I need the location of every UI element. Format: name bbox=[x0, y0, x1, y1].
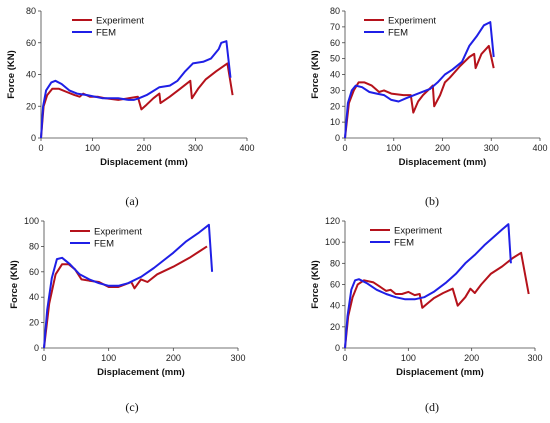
panel-label: (d) bbox=[425, 400, 439, 414]
y-axis-label: Force (KN) bbox=[310, 260, 321, 309]
chart-panel-3: 0 100 200 300 0 20 40 60 80 100 Displacement (mm) F… bbox=[9, 216, 246, 414]
y-tick-label: 100 bbox=[24, 216, 39, 226]
y-tick-label: 80 bbox=[330, 258, 340, 268]
y-tick-label: 80 bbox=[29, 241, 39, 251]
y-tick-label: 20 bbox=[29, 318, 39, 328]
legend-label-fem: FEM bbox=[388, 28, 408, 39]
y-tick-label: 80 bbox=[26, 6, 36, 16]
y-tick-label: 0 bbox=[34, 343, 39, 353]
y-tick-label: 30 bbox=[330, 85, 340, 95]
y-tick-label: 40 bbox=[330, 70, 340, 80]
chart-panel-2: 0 100 200 300 400 0 10 20 30 40 50 60 70 80 Displaceme… bbox=[310, 6, 548, 208]
y-tick-label: 40 bbox=[26, 70, 36, 80]
series-line-fem bbox=[43, 223, 214, 349]
x-tick-label: 0 bbox=[342, 143, 347, 153]
y-tick-label: 20 bbox=[26, 101, 36, 111]
x-tick-label: 200 bbox=[166, 353, 181, 363]
x-tick-label: 0 bbox=[342, 353, 347, 363]
y-tick-label: 0 bbox=[335, 133, 340, 143]
x-axis-label: Displacement (mm) bbox=[100, 157, 188, 168]
x-tick-label: 100 bbox=[401, 353, 416, 363]
y-tick-label: 40 bbox=[29, 292, 39, 302]
legend-label-experiment: Experiment bbox=[94, 227, 142, 238]
legend-label-experiment: Experiment bbox=[96, 16, 144, 27]
legend-label-experiment: Experiment bbox=[394, 226, 442, 237]
chart-panel-1: 0 100 200 300 400 0 20 40 60 80 Displacement (mm) F… bbox=[6, 6, 255, 208]
panel-label: (b) bbox=[425, 194, 439, 208]
x-tick-label: 100 bbox=[101, 353, 116, 363]
y-tick-label: 20 bbox=[330, 322, 340, 332]
x-tick-label: 100 bbox=[386, 143, 401, 153]
chart-panel-4: 0 100 200 300 0 20 40 60 80 100 120 Displacement (m… bbox=[310, 216, 543, 414]
y-tick-label: 60 bbox=[330, 38, 340, 48]
x-tick-label: 0 bbox=[41, 353, 46, 363]
legend-label-experiment: Experiment bbox=[388, 16, 436, 27]
x-axis-label: Displacement (mm) bbox=[97, 367, 185, 378]
x-tick-label: 200 bbox=[464, 353, 479, 363]
y-axis-label: Force (KN) bbox=[310, 50, 321, 99]
panel-label: (a) bbox=[125, 194, 138, 208]
x-axis-label: Displacement (mm) bbox=[396, 367, 484, 378]
x-tick-label: 100 bbox=[85, 143, 100, 153]
series-line-experiment bbox=[40, 62, 234, 139]
y-tick-label: 20 bbox=[330, 101, 340, 111]
y-tick-label: 50 bbox=[330, 54, 340, 64]
series-line-fem bbox=[344, 21, 495, 139]
y-axis-label: Force (KN) bbox=[6, 50, 17, 99]
x-tick-label: 400 bbox=[239, 143, 254, 153]
x-tick-label: 400 bbox=[532, 143, 547, 153]
y-tick-label: 60 bbox=[330, 280, 340, 290]
legend-label-fem: FEM bbox=[94, 239, 114, 250]
x-tick-label: 200 bbox=[136, 143, 151, 153]
x-tick-label: 300 bbox=[484, 143, 499, 153]
y-axis-label: Force (KN) bbox=[9, 260, 20, 309]
series-line-experiment bbox=[344, 44, 495, 139]
series-line-fem bbox=[344, 223, 512, 349]
y-tick-label: 120 bbox=[325, 216, 340, 226]
y-tick-label: 60 bbox=[29, 267, 39, 277]
y-tick-label: 70 bbox=[330, 22, 340, 32]
y-tick-label: 0 bbox=[31, 133, 36, 143]
legend-label-fem: FEM bbox=[394, 238, 414, 249]
series-line-experiment bbox=[43, 245, 208, 349]
y-tick-label: 80 bbox=[330, 6, 340, 16]
y-tick-label: 10 bbox=[330, 117, 340, 127]
y-tick-label: 60 bbox=[26, 38, 36, 48]
y-tick-label: 100 bbox=[325, 237, 340, 247]
series-line-experiment bbox=[344, 251, 530, 349]
series-line-fem bbox=[40, 40, 232, 139]
y-tick-label: 40 bbox=[330, 301, 340, 311]
x-tick-label: 0 bbox=[38, 143, 43, 153]
legend-label-fem: FEM bbox=[96, 28, 116, 39]
x-tick-label: 300 bbox=[527, 353, 542, 363]
x-axis-label: Displacement (mm) bbox=[399, 157, 487, 168]
x-tick-label: 300 bbox=[230, 353, 245, 363]
x-tick-label: 200 bbox=[435, 143, 450, 153]
y-tick-label: 0 bbox=[335, 343, 340, 353]
panel-label: (c) bbox=[125, 400, 138, 414]
x-tick-label: 300 bbox=[188, 143, 203, 153]
